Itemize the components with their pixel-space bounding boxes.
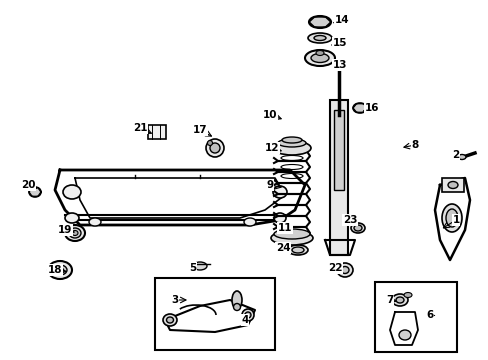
Ellipse shape [287,245,307,255]
Ellipse shape [209,143,220,153]
Ellipse shape [441,204,461,232]
Ellipse shape [350,223,364,233]
Ellipse shape [72,230,78,235]
Text: 5: 5 [189,263,196,273]
Ellipse shape [308,16,330,28]
Ellipse shape [403,292,411,297]
Ellipse shape [89,218,101,226]
Ellipse shape [336,263,352,277]
Text: 24: 24 [275,243,290,253]
Text: 1: 1 [451,215,459,225]
Bar [155,278,274,350]
Ellipse shape [53,265,67,275]
Bar [374,282,456,352]
Ellipse shape [273,229,309,239]
Ellipse shape [63,185,81,199]
Bar [148,125,165,139]
Ellipse shape [398,330,410,340]
Ellipse shape [242,309,253,321]
Bar [441,178,463,192]
Ellipse shape [65,225,85,241]
Ellipse shape [69,228,81,238]
Ellipse shape [313,36,325,41]
Text: 13: 13 [332,60,346,70]
Ellipse shape [207,140,212,145]
Text: 16: 16 [364,103,379,113]
Ellipse shape [48,261,72,279]
Text: 7: 7 [386,295,393,305]
Text: 21: 21 [132,123,147,133]
Ellipse shape [291,247,304,253]
Ellipse shape [57,267,63,273]
Ellipse shape [310,54,328,63]
Ellipse shape [244,218,256,226]
Text: 14: 14 [334,15,348,25]
Text: 22: 22 [327,263,342,273]
Text: 9: 9 [266,180,273,190]
Text: 20: 20 [20,180,35,190]
Bar [329,100,347,255]
Ellipse shape [353,225,361,231]
Text: 17: 17 [192,125,207,135]
Ellipse shape [233,303,240,310]
Text: 18: 18 [48,265,62,275]
Text: 11: 11 [277,223,292,233]
Bar [333,110,343,190]
Ellipse shape [166,317,173,323]
Ellipse shape [272,186,286,198]
Text: 8: 8 [410,140,418,150]
Text: 12: 12 [264,143,279,153]
Text: 6: 6 [426,310,433,320]
Ellipse shape [457,154,465,159]
Ellipse shape [193,262,206,270]
Text: 10: 10 [262,110,277,120]
Ellipse shape [445,209,457,227]
Ellipse shape [282,137,302,143]
Ellipse shape [307,33,331,43]
Text: 2: 2 [451,150,459,160]
Ellipse shape [231,291,242,309]
Text: 4: 4 [241,315,248,325]
Ellipse shape [205,139,224,157]
Ellipse shape [270,231,312,245]
Ellipse shape [395,297,403,303]
Ellipse shape [315,50,324,55]
Ellipse shape [244,312,250,318]
Text: 15: 15 [332,38,346,48]
Ellipse shape [278,139,305,147]
Text: 3: 3 [171,295,178,305]
Ellipse shape [65,213,79,223]
Ellipse shape [447,181,457,189]
Ellipse shape [340,266,348,274]
Ellipse shape [391,294,407,306]
Ellipse shape [273,213,285,223]
Ellipse shape [163,314,177,326]
Ellipse shape [305,50,334,66]
Ellipse shape [272,141,310,155]
Ellipse shape [29,187,41,197]
Text: 19: 19 [58,225,72,235]
Ellipse shape [352,103,366,113]
Text: 23: 23 [342,215,357,225]
